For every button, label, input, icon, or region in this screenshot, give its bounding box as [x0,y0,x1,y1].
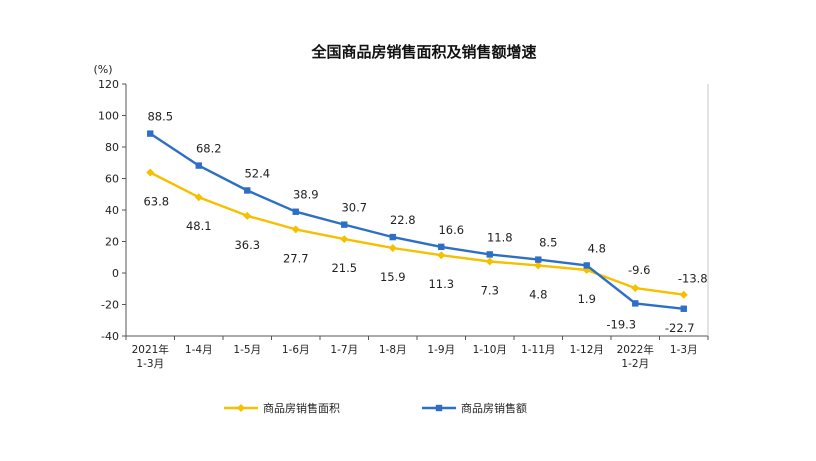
data-label: 36.3 [234,238,260,252]
series-line-sales [149,132,685,310]
data-point [438,243,445,251]
data-label: 22.8 [390,213,416,227]
data-label: 8.5 [539,236,557,250]
y-tick-label: 100 [98,110,119,123]
data-label: 1.9 [578,292,596,306]
data-label: 38.9 [293,188,319,202]
y-tick-label: 80 [105,141,119,154]
data-label: 11.3 [428,277,454,291]
data-point [147,130,154,137]
series-line-area [149,171,685,296]
data-label: -19.3 [606,317,636,331]
data-label: 21.5 [331,261,357,275]
y-tick-label: 20 [105,236,119,249]
data-label: 16.6 [438,223,464,237]
y-tick-label: -40 [101,330,119,343]
y-tick-label: 120 [98,78,119,91]
data-labels: 63.8 48.1 36.3 27.7 21.5 15.9 11.3 7.3 4.8 1.9 -9.… [143,110,707,335]
x-tick-label: 1-10月 [473,344,507,356]
legend-label: 商品房销售面积 [263,401,340,415]
x-tick-label: 1-12月 [570,344,604,356]
x-tick-label: 2022年 [617,343,654,356]
data-label: -13.8 [678,272,708,286]
y-axis-ticks: 120 100 80 60 40 20 0 -20 -40 [98,78,126,343]
data-point [680,305,687,312]
x-tick-label: 1-9月 [427,344,455,356]
data-label: 27.7 [283,251,309,265]
legend-label: 商品房销售额 [461,401,527,415]
data-label: 52.4 [244,166,270,180]
x-tick-label: 2021年 [132,343,169,356]
data-label: -22.7 [665,321,695,335]
x-tick-label: 1-3月 [136,358,164,370]
series-layer [146,130,688,312]
data-point [341,221,348,228]
data-label: 68.2 [196,142,222,156]
data-label: 30.7 [341,201,367,215]
x-tick-label: 1-8月 [379,344,407,356]
y-axis-unit: (%) [93,63,112,76]
data-point [679,290,688,299]
data-label: 4.8 [588,241,606,255]
data-point [340,235,349,244]
data-point [631,284,640,293]
x-tick-label: 1-5月 [233,344,261,356]
x-tick-label: 1-6月 [282,344,310,356]
data-point [583,262,590,269]
data-point [485,257,494,266]
data-label: 4.8 [529,287,547,301]
x-tick-label: 1-7月 [330,344,358,356]
x-axis-ticks: 2021年 1-3月 1-4月 1-5月 1-6月 1-7月 1-8月 1-9月 1-10月 1-… [125,336,709,370]
legend: 商品房销售面积 商品房销售额 [224,401,527,415]
data-point [437,251,446,260]
data-point [388,243,397,252]
x-tick-label: 1-3月 [670,344,698,356]
data-label: 7.3 [481,284,499,298]
x-tick-label: 1-2月 [621,358,649,370]
data-point [194,193,203,202]
legend-marker [435,404,443,412]
y-tick-label: 60 [105,173,119,186]
data-point [486,251,493,258]
chart-title: 全国商品房销售面积及销售额增速 [310,43,536,61]
data-point [195,162,202,169]
data-point [632,300,639,307]
data-point [146,168,155,177]
data-label: 63.8 [143,195,169,209]
y-tick-label: -20 [101,299,119,312]
legend-marker [237,404,245,412]
x-tick-label: 1-4月 [185,344,213,356]
y-tick-label: 0 [112,267,119,280]
axes [125,84,709,337]
data-label: 88.5 [147,110,173,124]
x-tick-label: 1-11月 [521,344,555,356]
data-label: 48.1 [186,219,212,233]
data-point [243,211,252,220]
data-point [291,225,300,234]
data-label: 15.9 [380,270,406,284]
y-tick-label: 40 [105,204,119,217]
data-point [535,256,542,263]
data-label: 11.8 [487,230,513,244]
data-point [292,208,299,215]
data-label: -9.6 [628,263,650,277]
data-point [389,233,396,241]
data-point [244,187,251,194]
data-point [534,261,543,270]
